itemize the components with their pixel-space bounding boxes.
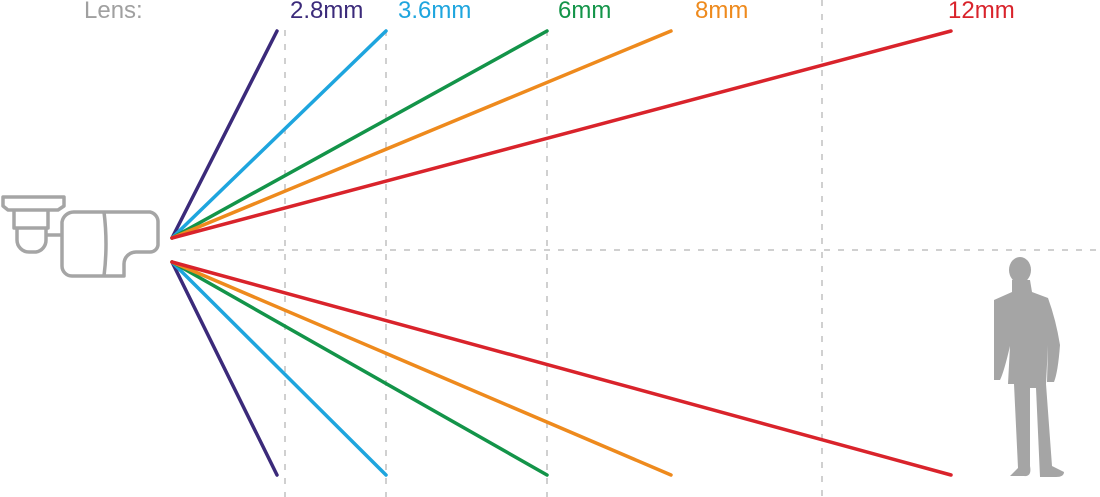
grid xyxy=(180,0,1100,497)
field-of-view-lines xyxy=(170,29,953,477)
fov-line-8mm-lower xyxy=(170,260,673,477)
fov-line-12mm-lower xyxy=(170,260,953,477)
fov-line-2-8mm-lower xyxy=(170,260,279,477)
fov-line-8mm-upper xyxy=(170,29,673,240)
fov-line-3-6mm-lower xyxy=(170,260,388,477)
lens-heading: Lens: xyxy=(84,0,143,24)
lens-label-3-6mm: 3.6mm xyxy=(398,0,472,24)
fov-line-12mm-upper xyxy=(170,29,953,240)
fov-line-2-8mm-upper xyxy=(170,29,279,240)
lens-label-12mm: 12mm xyxy=(948,0,1015,24)
bullet-camera-icon xyxy=(1,195,160,278)
fov-line-6mm-lower xyxy=(170,260,549,477)
lens-label-6mm: 6mm xyxy=(558,0,612,24)
person-silhouette-icon xyxy=(994,257,1064,477)
lens-label-8mm: 8mm xyxy=(695,0,749,24)
fov-line-6mm-upper xyxy=(170,29,549,240)
fov-line-3-6mm-upper xyxy=(170,29,388,240)
lens-label-2-8mm: 2.8mm xyxy=(290,0,364,24)
